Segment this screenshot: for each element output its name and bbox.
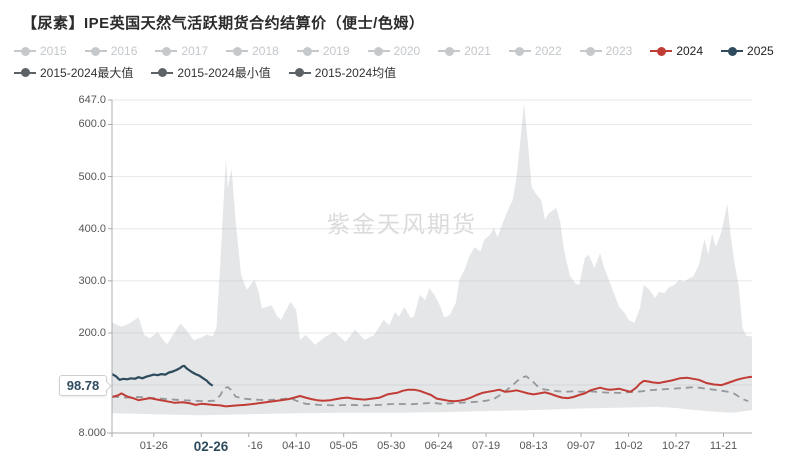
y-axis-label: 400.0 <box>78 222 106 235</box>
mean-line <box>111 375 749 407</box>
legend-label: 2016 <box>110 44 138 58</box>
x-axis-label: 10-27 <box>661 440 691 452</box>
legend-marker-icon <box>155 46 178 56</box>
x-axis-label: 07-19 <box>472 440 501 452</box>
y-axis-label: 500.0 <box>78 170 106 183</box>
x-axis-label: 05-05 <box>329 440 358 452</box>
legend-marker-icon <box>367 46 390 56</box>
legend-item-2025[interactable]: 2025 <box>721 44 774 58</box>
legend-label: 2025 <box>747 44 774 58</box>
x-axis-label: 04-10 <box>282 440 311 452</box>
legend-marker-icon <box>579 46 602 56</box>
watermark: 紫金天风期货 <box>327 211 477 237</box>
legend-item-2018[interactable]: 2018 <box>226 44 279 58</box>
legend-item-2015-2024-[interactable]: 2015-2024均值 <box>288 64 397 81</box>
legend-label: 2015-2024均值 <box>314 66 397 80</box>
legend-item-2021[interactable]: 2021 <box>438 44 491 58</box>
legend-item-2016[interactable]: 2016 <box>84 44 138 58</box>
legend-label: 2022 <box>534 44 562 58</box>
legend-row-stats: 2015-2024最大值 2015-2024最小值 2015-2024均值 <box>14 64 396 81</box>
legend-item-2015-2024-[interactable]: 2015-2024最小值 <box>151 64 271 81</box>
y-axis-label: 647.0 <box>78 94 106 106</box>
y-axis-label: 8.000 <box>78 427 106 439</box>
legend-item-2019[interactable]: 2019 <box>296 44 350 58</box>
legend-label: 2015-2024最大值 <box>40 66 134 80</box>
legend-item-2015[interactable]: 2015 <box>14 44 67 58</box>
x-axis-label: 10-02 <box>614 440 643 452</box>
legend-label: 2018 <box>252 44 279 58</box>
legend-marker-icon <box>650 46 673 56</box>
legend-row-years: 2015 2016 2017 2018 2019 2020 2021 2022 2023 2024… <box>14 44 774 58</box>
legend-label: 2015 <box>40 44 67 58</box>
legend-marker-icon <box>438 46 461 56</box>
x-axis-label: 11-21 <box>709 440 738 452</box>
legend-item-2022[interactable]: 2022 <box>508 44 562 58</box>
legend-label: 2024 <box>676 44 704 58</box>
x-axis-label: 06-24 <box>424 440 453 452</box>
line-2024 <box>111 375 753 408</box>
x-axis-label: 01-26 <box>139 440 168 452</box>
y-axis-label: 600.0 <box>78 118 106 131</box>
legend-label: 2015-2024最小值 <box>177 66 271 80</box>
legend-label: 2017 <box>181 44 209 58</box>
y-axis-label: 300.0 <box>78 274 106 287</box>
legend-label: 2020 <box>393 44 421 58</box>
legend-item-2023[interactable]: 2023 <box>579 44 633 58</box>
legend-marker-icon <box>151 68 174 77</box>
band-minmax-area <box>112 103 752 416</box>
line-2025 <box>111 364 214 387</box>
legend-marker-icon <box>296 46 319 56</box>
legend-item-2015-2024-[interactable]: 2015-2024最大值 <box>14 64 133 81</box>
legend-item-2020[interactable]: 2020 <box>367 44 421 58</box>
legend-marker-icon <box>721 46 744 56</box>
legend-label: 2023 <box>605 44 633 58</box>
y-axis-pointer-label: 98.78 <box>59 375 107 397</box>
x-axis-label: 08-13 <box>519 440 548 452</box>
x-axis-pointer-label: 02-26 <box>174 439 249 454</box>
legend-item-2017[interactable]: 2017 <box>155 44 208 58</box>
legend-marker-icon <box>508 46 531 56</box>
x-axis-label: 05-30 <box>377 440 406 452</box>
legend-marker-icon <box>288 68 311 77</box>
legend-label: 2019 <box>322 44 350 58</box>
x-axis-label: 09-07 <box>567 440 596 452</box>
legend-marker-icon <box>84 46 107 56</box>
legend-label: 2021 <box>464 44 491 58</box>
legend-marker-icon <box>14 68 36 77</box>
legend-item-2024[interactable]: 2024 <box>650 44 703 58</box>
legend-marker-icon <box>226 46 249 56</box>
chart-title: 【尿素】IPE英国天然气活跃期货合约结算价（便士/色姆） <box>22 15 425 32</box>
y-axis-label: 200.0 <box>78 326 106 339</box>
legend-marker-icon <box>14 46 36 56</box>
